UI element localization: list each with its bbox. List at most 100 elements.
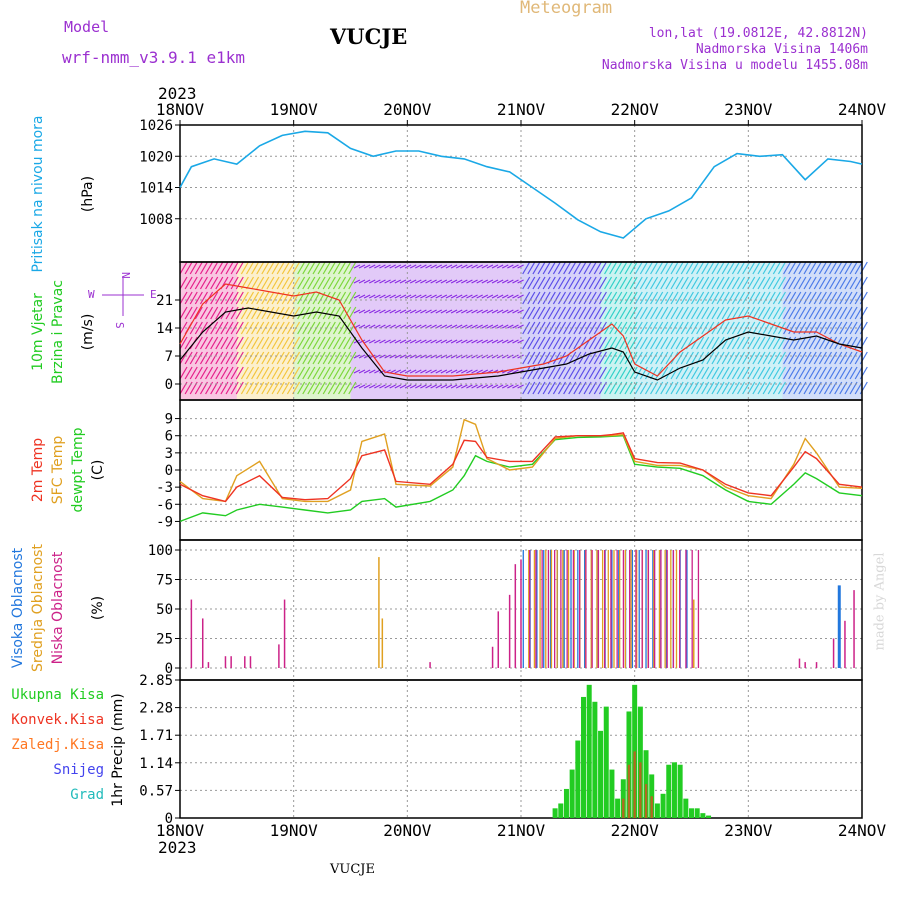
wind-barb-676 [563, 276, 572, 290]
wind-barb-541 [486, 279, 494, 284]
wind-barb-1144 [829, 276, 838, 290]
wind-barb-161 [266, 381, 275, 395]
wind-barb-512 [466, 384, 473, 389]
wind-barb-815 [639, 336, 648, 350]
wind-barb-40 [199, 321, 208, 335]
wind-barb-1075 [788, 321, 797, 335]
wind-barb-1060 [777, 366, 786, 380]
wind-barb-182 [281, 291, 290, 305]
ytick-label-precip-2: 1.14 [139, 756, 173, 772]
wind-barb-1063 [783, 276, 792, 290]
precip-bar-1 [558, 803, 564, 818]
wind-barb-971 [726, 381, 735, 395]
wind-barb-100 [235, 276, 244, 290]
wind-barb-1106 [803, 381, 812, 395]
wind-barb-379 [394, 279, 402, 284]
wind-barb-513 [471, 264, 478, 269]
wind-barb-659 [552, 291, 561, 305]
wind-barb-452 [435, 294, 443, 299]
precip-conv-bar-15 [639, 762, 642, 818]
dewpt-line [179, 434, 863, 523]
wind-barb-876 [675, 306, 684, 320]
wind-barb-612 [527, 261, 536, 275]
wind-barb-604 [522, 276, 531, 290]
ytick-label-cloud-4: 100 [148, 543, 173, 559]
wind-barb-515 [471, 294, 478, 299]
wind-barb-289 [343, 276, 352, 290]
wind-barb-419 [415, 339, 422, 344]
wind-barb-9 [184, 261, 193, 275]
precip-conv-bar-17 [650, 796, 653, 818]
wind-barb-121 [245, 321, 255, 335]
wind-barb-169 [271, 366, 280, 380]
wind-barb-371 [389, 294, 396, 299]
wind-barb-1007 [747, 381, 756, 395]
wind-barb-886 [680, 321, 689, 335]
wind-barb-240 [312, 351, 321, 365]
wind-barb-1010 [752, 291, 761, 305]
wind-barb-1052 [772, 381, 781, 395]
precip-legend-4: Grad [70, 787, 104, 803]
wind-barb-1104 [803, 351, 812, 365]
wind-barb-1062 [783, 261, 792, 275]
wind-barb-977 [731, 336, 740, 350]
wind-barb-415 [415, 279, 422, 284]
wind-barb-935 [706, 381, 715, 395]
wind-barb-667 [557, 276, 567, 290]
wind-barb-687 [568, 306, 577, 320]
wind-barb-174 [276, 306, 285, 320]
wind-barb-923 [701, 336, 710, 350]
wind-barb-1070 [783, 381, 792, 395]
wind-barb-52 [205, 366, 214, 380]
wind-barb-855 [665, 261, 674, 275]
wind-barb-877 [675, 321, 684, 335]
wind-barb-24 [189, 351, 198, 365]
wind-barb-930 [706, 306, 715, 320]
wind-barb-670 [557, 321, 567, 335]
wind-barb-530 [476, 384, 483, 389]
wind-barb-712 [583, 276, 592, 290]
wind-barb-103 [235, 321, 244, 335]
wind-barb-819 [644, 261, 653, 275]
wind-barb-268 [327, 366, 336, 380]
wind-barb-788 [624, 336, 633, 350]
wind-barb-609 [522, 351, 531, 365]
wind-barb-825 [644, 351, 653, 365]
wind-barb-916 [696, 366, 705, 380]
wind-barb-615 [527, 306, 536, 320]
wind-barb-909 [696, 261, 705, 275]
wind-barb-946 [716, 276, 725, 290]
wind-barb-331 [363, 369, 371, 374]
wind-barb-168 [271, 351, 280, 365]
wind-barb-647 [542, 381, 551, 395]
wind-ylabel-1: 10m Vjetar [30, 293, 46, 371]
wind-barb-956 [721, 291, 730, 305]
wind-barb-241 [312, 366, 321, 380]
wind-barb-42 [199, 351, 208, 365]
wind-barb-617 [527, 336, 536, 350]
wind-barb-19 [189, 276, 198, 290]
wind-barb-390 [399, 309, 407, 314]
wind-barb-296 [343, 381, 352, 395]
wind-barb-244 [317, 276, 326, 290]
wind-barb-653 [547, 336, 556, 350]
wind-barb-813 [639, 306, 648, 320]
wind-barb-170 [271, 381, 280, 395]
wind-barb-817 [639, 366, 648, 380]
wind-barb-756 [609, 261, 618, 275]
wind-barb-709 [578, 366, 587, 380]
wind-barb-682 [563, 366, 572, 380]
wind-barb-37 [199, 276, 208, 290]
wind-barb-982 [737, 276, 746, 290]
wind-barb-83 [225, 291, 234, 305]
wind-barb-261 [327, 261, 336, 275]
wind-barb-669 [557, 306, 567, 320]
wind-barb-85 [225, 321, 234, 335]
wind-barb-606 [522, 306, 531, 320]
wind-barb-1125 [818, 261, 827, 275]
wind-barb-251 [317, 381, 326, 395]
wind-barb-596 [517, 294, 524, 299]
wind-barb-960 [721, 351, 730, 365]
wind-barb-224 [302, 381, 311, 395]
wind-barb-883 [680, 276, 689, 290]
